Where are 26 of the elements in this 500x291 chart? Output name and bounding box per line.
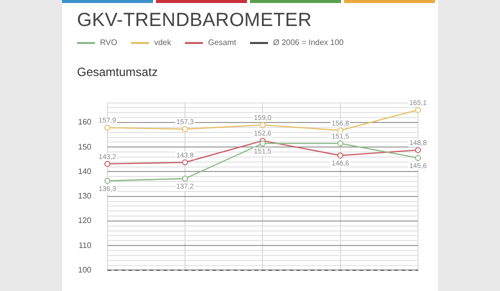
point: [260, 140, 266, 146]
legend-label: RVO: [99, 38, 118, 47]
point: [104, 160, 110, 167]
point: [182, 159, 188, 166]
point: [182, 176, 188, 182]
point: [104, 124, 110, 131]
point: [104, 178, 110, 184]
y-tick-label: 160: [78, 118, 92, 127]
y-tick-label: 140: [78, 166, 92, 176]
y-tick-label: 100: [78, 265, 92, 274]
legend-label: Gesamt: [207, 38, 236, 47]
y-tick-label: 150: [78, 142, 92, 152]
y-tick-label: 130: [78, 192, 92, 201]
chart-title: GKV-TRENDBAROMETER: [77, 10, 312, 32]
point: [182, 126, 188, 132]
point: [415, 154, 421, 161]
point: [337, 152, 344, 158]
point: [415, 106, 421, 113]
y-tick-label: 110: [78, 240, 92, 250]
chart-subtitle: Gesamtumsatz: [77, 65, 158, 79]
y-tick-label: 120: [78, 216, 92, 226]
point: [337, 140, 344, 146]
legend-label: vdek: [153, 38, 172, 47]
point: [415, 147, 421, 154]
point: [260, 122, 266, 128]
legend-label: Ø 2006 = Index 100: [272, 38, 344, 47]
